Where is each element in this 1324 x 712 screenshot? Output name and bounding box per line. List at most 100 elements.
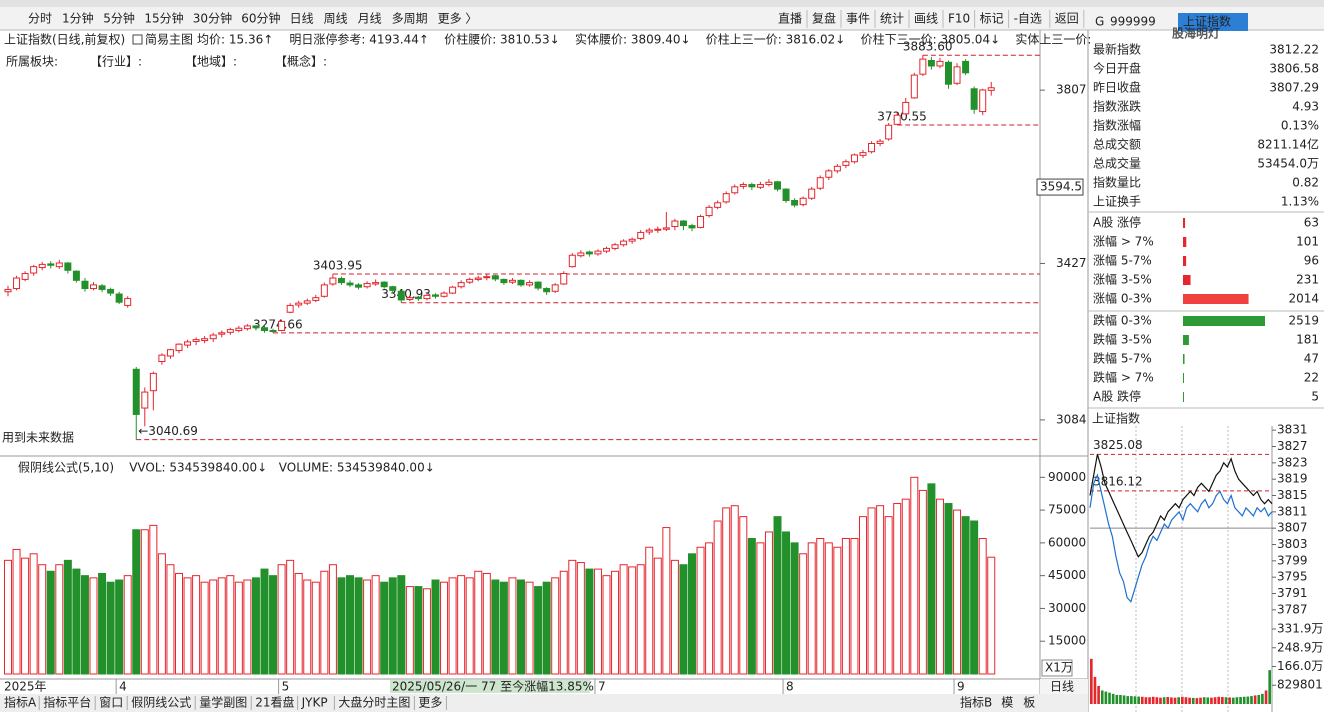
- bottom-tab[interactable]: 指标B: [960, 695, 992, 710]
- volume-bar: [363, 579, 372, 675]
- bottom-tab[interactable]: 21看盘: [255, 695, 294, 710]
- tool-button[interactable]: 直播: [778, 12, 802, 26]
- volume-bar: [867, 507, 876, 675]
- candle-body: [235, 327, 243, 332]
- volume-bar: [619, 564, 628, 675]
- tab-bar: [0, 694, 1088, 712]
- tool-button[interactable]: 画线: [914, 12, 938, 26]
- candle-body: [474, 277, 482, 280]
- period-tab[interactable]: 分时: [28, 12, 52, 26]
- tool-button[interactable]: 返回: [1055, 12, 1079, 26]
- bottom-tab[interactable]: 量学副图: [199, 695, 247, 710]
- bottom-tab[interactable]: 大盘分时主图: [338, 695, 410, 710]
- period-tab[interactable]: 更多 〉: [438, 12, 478, 26]
- tool-button[interactable]: 复盘: [812, 11, 836, 26]
- period-tab[interactable]: 30分钟: [193, 11, 232, 26]
- period-tab[interactable]: 5分钟: [103, 11, 135, 26]
- candle-body: [731, 186, 739, 194]
- period-tab[interactable]: 周线: [324, 12, 348, 26]
- bottom-tab[interactable]: 板: [1023, 696, 1035, 710]
- quote-label: 指数涨跌: [1093, 99, 1141, 114]
- candle-body: [107, 288, 115, 294]
- breadth-label: A股 涨停: [1093, 215, 1141, 230]
- candle-body: [585, 251, 593, 255]
- volume-bar: [611, 570, 620, 675]
- volume-bar: [756, 542, 765, 675]
- period-tab[interactable]: 15分钟: [144, 11, 183, 26]
- volume-bar: [953, 509, 962, 675]
- y-tick-label: 829801: [1277, 678, 1323, 692]
- volume-bar: [807, 542, 816, 675]
- candle-body: [645, 229, 653, 233]
- tool-button[interactable]: F10: [948, 12, 970, 26]
- bottom-tab[interactable]: JYKP: [301, 696, 328, 710]
- intraday-volume: [1231, 697, 1235, 704]
- candle-body: [372, 282, 380, 285]
- candle-body: [380, 281, 388, 288]
- period-tab[interactable]: 60分钟: [241, 11, 280, 26]
- candle-body: [945, 61, 952, 85]
- volume-bar: [696, 546, 705, 675]
- volume-bar: [585, 568, 594, 675]
- breadth-count: 181: [1296, 333, 1319, 347]
- breadth-label: 跌幅 3-5%: [1093, 332, 1152, 347]
- watermark: 股海明灯: [1172, 26, 1220, 41]
- breadth-bar: [1183, 237, 1187, 247]
- bottom-tab[interactable]: 指标平台: [43, 695, 91, 710]
- tool-button[interactable]: 事件: [846, 12, 870, 26]
- candle-body: [72, 270, 80, 281]
- volume-bar: [132, 529, 141, 675]
- y-tick-label: 3803: [1277, 537, 1308, 551]
- volume-bar: [978, 537, 987, 675]
- breadth-label: A股 跌停: [1093, 389, 1141, 404]
- volume-bar: [115, 579, 124, 675]
- breadth-bar: [1183, 294, 1249, 304]
- breadth-count: 63: [1304, 216, 1319, 230]
- bottom-tab[interactable]: 窗口: [99, 696, 123, 710]
- tool-button[interactable]: 统计: [880, 12, 904, 26]
- volume-label: VVOL: 534539840.00↓: [129, 461, 267, 475]
- intraday-line: [1089, 473, 1273, 603]
- tool-button[interactable]: 标记: [980, 12, 1004, 26]
- candle-body: [55, 262, 63, 268]
- intraday-volume: [1111, 693, 1115, 704]
- candle-body: [81, 280, 89, 290]
- period-tab[interactable]: 1分钟: [62, 11, 94, 26]
- tool-button[interactable]: -自选: [1014, 12, 1042, 26]
- intraday-volume: [1166, 696, 1170, 704]
- volume-bar: [824, 542, 833, 675]
- quote-label: 总成交量: [1093, 156, 1141, 171]
- intraday-volume: [1261, 693, 1264, 704]
- volume-bar: [4, 559, 12, 675]
- candle-body: [697, 215, 705, 228]
- y-tick-label: 3427: [1056, 256, 1087, 270]
- candle-body: [893, 114, 901, 125]
- candle-body: [397, 290, 405, 301]
- period-tab[interactable]: 多周期: [392, 12, 428, 26]
- y-tick-label: 3807: [1277, 521, 1308, 535]
- volume-bar: [337, 577, 346, 675]
- y-tick-label: 30000: [1048, 601, 1086, 615]
- bottom-tab[interactable]: 假阴线公式: [131, 696, 191, 710]
- candle-body: [483, 276, 491, 279]
- bottom-tab[interactable]: 指标A: [4, 695, 37, 710]
- volume-bar: [876, 505, 885, 675]
- volume-bar: [440, 581, 449, 675]
- volume-bar: [628, 566, 637, 675]
- volume-bar: [884, 516, 893, 675]
- level-label: ←3040.69: [138, 424, 198, 438]
- info-title: 上证指数(日线,前复权): [4, 32, 125, 47]
- period-tab[interactable]: 月线: [358, 12, 382, 26]
- volume-bar: [816, 537, 825, 675]
- volume-bar: [474, 570, 483, 675]
- board-label: 所属板块:: [6, 55, 58, 69]
- period-tab[interactable]: 日线: [290, 12, 314, 26]
- volume-bar: [192, 575, 201, 675]
- bottom-tab[interactable]: 更多: [418, 696, 442, 710]
- intraday-volume: [1257, 694, 1261, 704]
- candle-body: [355, 284, 363, 288]
- bottom-tab[interactable]: 模: [1001, 696, 1013, 710]
- quote-label: 指数涨幅: [1093, 118, 1141, 133]
- candle-body: [457, 282, 465, 288]
